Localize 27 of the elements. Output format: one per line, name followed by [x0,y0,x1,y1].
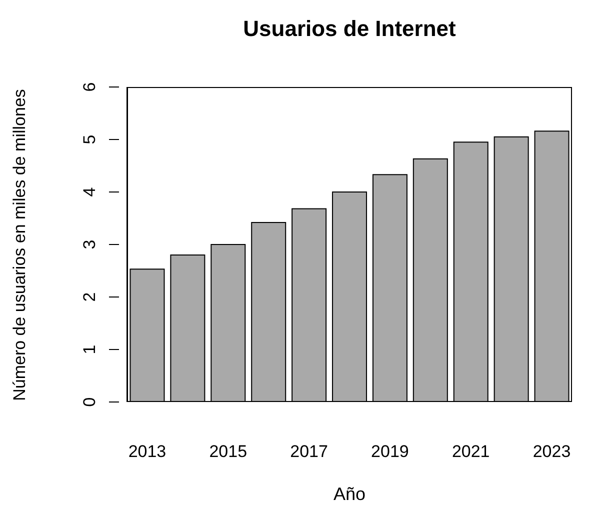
y-tick-label: 5 [80,134,99,144]
y-axis-title: Número de usuarios en miles de millones [10,88,30,400]
x-tick-label: 2023 [532,442,571,462]
x-tick-label: 2019 [371,442,409,462]
x-axis-title: Año [332,484,367,505]
bar [372,174,408,402]
x-tick-label: 2013 [128,442,166,462]
bar [130,268,165,402]
y-tick-label: 0 [80,397,99,407]
x-tick-label: 2021 [452,442,490,462]
bar [453,142,488,402]
y-tick-label: 4 [80,187,99,197]
chart-title: Usuarios de Internet [242,16,457,42]
bar [332,192,368,402]
y-tick-label: 1 [80,344,99,354]
bar [170,254,206,402]
y-tick-label: 2 [80,292,99,302]
bar [534,130,570,402]
x-tick-label: 2017 [290,442,328,462]
bar [251,222,286,402]
bar [210,244,246,402]
x-tick-label: 2015 [209,442,248,462]
bar [494,136,529,402]
bar [412,158,448,402]
y-tick-label: 3 [80,240,99,250]
bar [292,208,327,402]
y-tick-label: 6 [80,82,99,92]
